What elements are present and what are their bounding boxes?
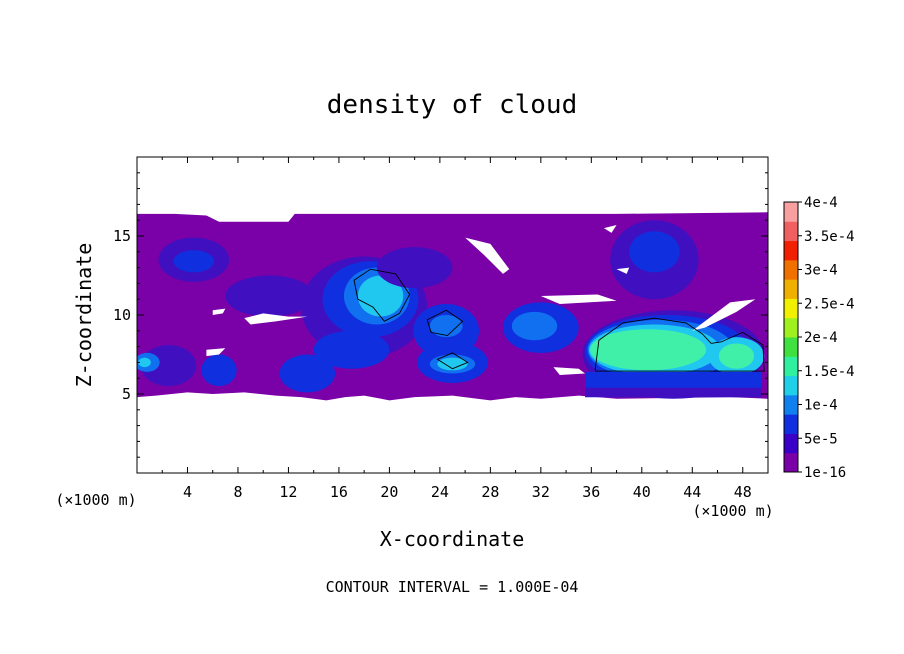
colorbar-swatch: [784, 356, 798, 377]
x-tick-label: 8: [233, 483, 242, 501]
clear-gap-4: [540, 294, 617, 304]
colorbar-swatch: [784, 259, 798, 280]
colorbar-swatch: [784, 221, 798, 242]
x-unit-left: (×1000 m): [55, 491, 136, 509]
blob-lower-center-core: [437, 357, 468, 371]
colorbar-label: 5e-5: [804, 431, 838, 447]
x-tick-label: 48: [734, 483, 752, 501]
x-axis-ticks: 4 8 12 16 20 24 28 32 36 40 44 48: [161, 157, 752, 501]
colorbar-label: 1e-4: [804, 398, 838, 414]
blob-upper-right-core: [629, 231, 680, 273]
y-tick-label: 10: [113, 306, 131, 324]
contour-interval-note: CONTOUR INTERVAL = 1.000E-04: [326, 578, 579, 596]
cloud-field: [137, 212, 768, 401]
contour-line-1: [353, 268, 411, 322]
plot-area: [137, 212, 768, 401]
y-axis-label: Z-coordinate: [72, 243, 96, 388]
blob-center-core: [357, 275, 404, 317]
blob-upper-center: [376, 247, 453, 289]
clear-gap-7: [212, 308, 226, 315]
blob-far-right-core: [718, 343, 755, 369]
x-tick-label: 28: [481, 483, 499, 501]
blob-center-low: [313, 330, 390, 369]
colorbar-swatch: [784, 452, 798, 473]
colorbar-swatch: [784, 394, 798, 415]
x-unit-right: (×1000 m): [692, 502, 773, 520]
clear-gap-3: [465, 237, 510, 274]
colorbar-swatch: [784, 202, 798, 222]
colorbar-label: 1.5e-4: [804, 364, 855, 380]
y-tick-label: 15: [113, 227, 131, 245]
x-tick-label: 12: [279, 483, 297, 501]
clear-gap-5: [616, 267, 630, 274]
blob-lower-mid-left: [279, 354, 336, 393]
x-tick-label: 16: [330, 483, 348, 501]
x-tick-label: 24: [431, 483, 449, 501]
colorbar-label: 4e-4: [804, 195, 838, 211]
x-tick-label: 36: [582, 483, 600, 501]
blob-upper-left-core: [173, 250, 214, 273]
y-tick-label: 5: [122, 385, 131, 403]
colorbar-label: 2.5e-4: [804, 296, 855, 312]
contour-line-2: [426, 309, 464, 337]
clear-gap-2: [206, 348, 226, 357]
x-tick-label: 4: [183, 483, 192, 501]
blob-right-base-low: [585, 387, 762, 398]
colorbar-label: 1e-16: [804, 465, 846, 481]
colorbar-label: 3.5e-4: [804, 229, 855, 245]
blob-lower-left-2: [201, 354, 237, 387]
clear-gap-1: [244, 313, 308, 325]
clear-gap-6: [692, 299, 756, 331]
y-axis-ticks: 5 10 15: [113, 172, 768, 458]
colorbar-label: 3e-4: [804, 263, 838, 279]
x-tick-label: 32: [532, 483, 550, 501]
contour-line-3: [436, 352, 469, 370]
colorbar: 1e-16 5e-5 1e-4 1.5e-4 2e-4 2.5e-4 3e-4 3.5e-4 4…: [783, 195, 855, 481]
x-tick-label: 44: [683, 483, 701, 501]
clear-gap-8: [553, 367, 586, 376]
x-tick-label: 20: [380, 483, 398, 501]
colorbar-swatch: [784, 414, 798, 434]
chart-title: density of cloud: [327, 90, 577, 120]
colorbar-swatch: [784, 279, 798, 299]
colorbar-swatch: [784, 317, 798, 338]
blob-left-mid: [225, 275, 314, 317]
clear-gap-9: [603, 224, 617, 233]
colorbar-swatch: [784, 298, 798, 319]
colorbar-swatch: [784, 375, 798, 396]
colorbar-label: 2e-4: [804, 330, 838, 346]
colorbar-swatch: [784, 240, 798, 261]
blob-lower-left-inner: [138, 357, 151, 368]
blob-right-center-core: [429, 315, 463, 338]
contour-line-4: [594, 317, 765, 372]
blob-right-peak: [590, 329, 707, 371]
x-axis-label: X-coordinate: [380, 527, 525, 551]
x-tick-label: 40: [633, 483, 651, 501]
colorbar-swatch: [784, 433, 798, 454]
blob-mid-right-core: [511, 311, 558, 341]
colorbar-swatch: [784, 337, 798, 357]
